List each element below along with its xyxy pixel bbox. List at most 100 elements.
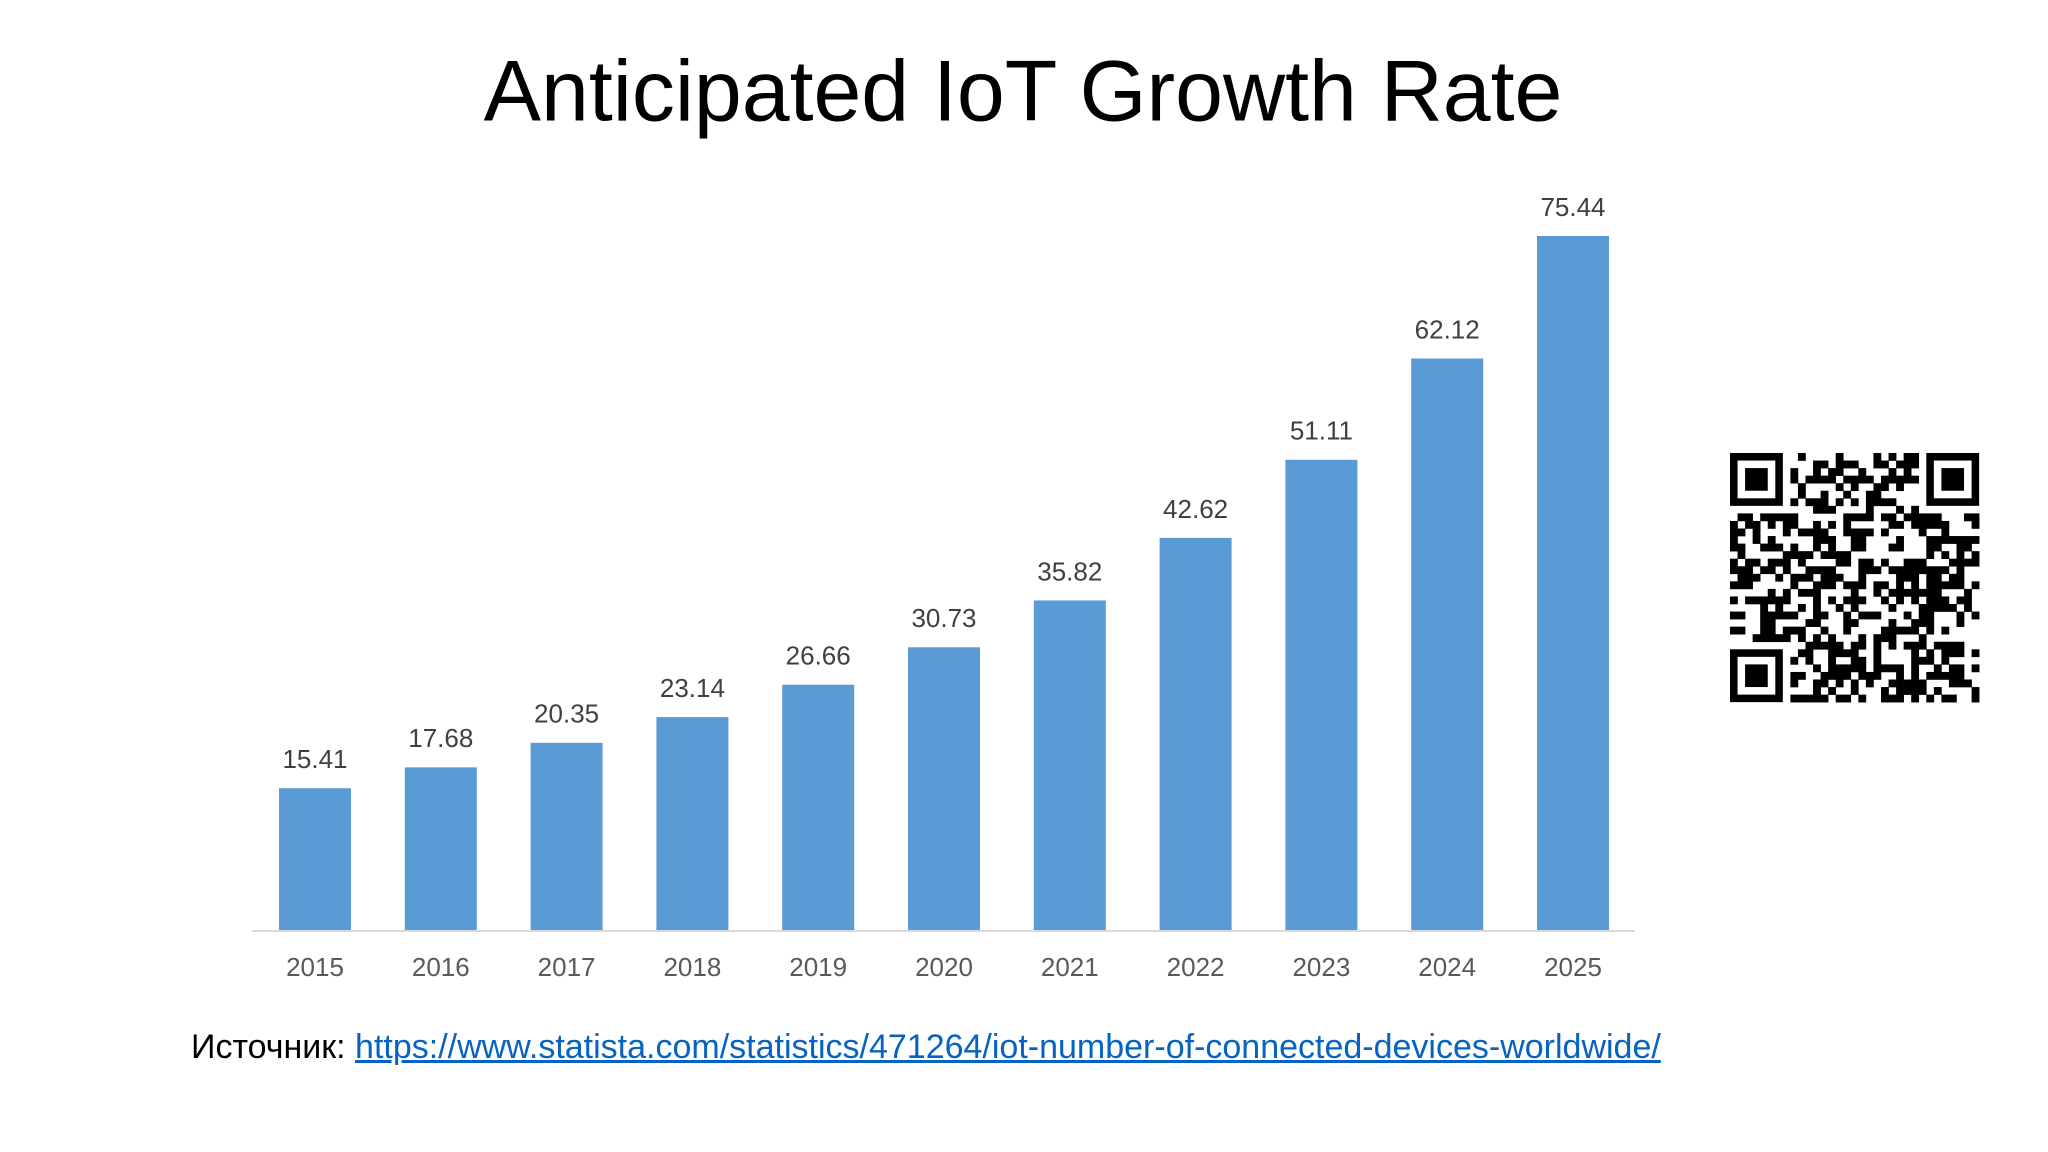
qr-module (1896, 543, 1904, 552)
qr-module (1858, 671, 1867, 680)
qr-module (1956, 551, 1965, 559)
qr-module (1813, 664, 1821, 673)
qr-module (1941, 551, 1950, 559)
qr-module (1730, 611, 1738, 620)
qr-module (1745, 566, 1753, 575)
qr-module (1858, 468, 1867, 476)
qr-module (1903, 475, 1912, 484)
qr-module (1903, 573, 1912, 582)
qr-module (1850, 641, 1859, 650)
qr-module (1760, 634, 1769, 643)
qr-module (1873, 641, 1882, 650)
qr-module (1926, 573, 1935, 582)
chart: Anticipated IoT Growth Rate 2015 15.41 201… (252, 44, 1980, 982)
qr-module (1903, 513, 1912, 522)
qr-module (1835, 483, 1844, 492)
qr-module (1782, 528, 1791, 537)
qr-module (1828, 641, 1836, 650)
qr-module (1888, 498, 1897, 507)
qr-module (1881, 694, 1889, 703)
qr-module (1926, 649, 1935, 658)
qr-module (1767, 626, 1776, 635)
data-label: 15.41 (282, 744, 347, 774)
qr-module (1971, 551, 1980, 559)
qr-module (1896, 694, 1904, 703)
qr-module (1790, 543, 1799, 552)
qr-module (1813, 694, 1821, 703)
qr-module (1745, 573, 1753, 582)
qr-module (1956, 581, 1965, 590)
qr-module (1956, 573, 1965, 582)
qr-module (1918, 641, 1927, 650)
qr-module (1941, 566, 1950, 575)
qr-module (1933, 581, 1942, 590)
qr-module (1813, 581, 1821, 590)
bar (404, 767, 477, 930)
qr-module (1903, 679, 1912, 688)
qr-module (1767, 619, 1776, 627)
qr-finder (1730, 452, 1783, 506)
qr-module (1790, 573, 1799, 582)
qr-module (1775, 573, 1784, 582)
qr-module (1843, 664, 1852, 673)
qr-module (1850, 656, 1859, 665)
qr-module (1971, 664, 1980, 673)
qr-module (1956, 543, 1965, 552)
qr-module (1903, 641, 1912, 650)
qr-module (1911, 679, 1920, 688)
qr-module (1858, 513, 1867, 522)
qr-module (1782, 634, 1791, 643)
x-tick-label: 2021 (1041, 952, 1099, 982)
qr-module (1933, 513, 1942, 522)
qr-module (1926, 520, 1935, 529)
qr-module (1948, 604, 1957, 612)
qr-module (1790, 475, 1799, 484)
qr-module (1956, 611, 1965, 620)
qr-module (1918, 687, 1927, 695)
qr-module (1828, 475, 1836, 484)
x-tick-label: 2018 (663, 952, 721, 982)
qr-module (1828, 596, 1836, 605)
qr-module (1941, 581, 1950, 590)
qr-module (1730, 626, 1738, 635)
qr-module (1865, 528, 1874, 537)
qr-module (1858, 611, 1867, 620)
data-label: 35.82 (1037, 556, 1102, 586)
qr-module (1926, 581, 1935, 590)
qr-module (1813, 604, 1821, 612)
qr-module (1797, 483, 1806, 492)
qr-module (1820, 566, 1829, 575)
qr-module (1782, 626, 1791, 635)
qr-module (1752, 573, 1761, 582)
qr-module (1835, 573, 1844, 582)
qr-module (1828, 634, 1836, 643)
qr-module (1881, 687, 1889, 695)
qr-module (1843, 520, 1852, 529)
qr-module (1805, 649, 1814, 658)
qr-module (1956, 558, 1965, 567)
qr-module (1888, 619, 1897, 627)
qr-module (1971, 536, 1980, 544)
qr-module (1835, 468, 1844, 476)
qr-module (1896, 475, 1904, 484)
qr-module (1873, 634, 1882, 643)
qr-module (1903, 626, 1912, 635)
qr-module (1790, 626, 1799, 635)
qr-module (1850, 543, 1859, 552)
qr-module (1941, 536, 1950, 544)
qr-module (1843, 558, 1852, 567)
qr-module (1964, 513, 1972, 522)
qr-module (1835, 498, 1844, 507)
qr-module (1730, 596, 1738, 605)
data-label: 20.35 (534, 699, 599, 729)
qr-module (1956, 566, 1965, 575)
qr-module (1911, 505, 1920, 514)
qr-module (1933, 536, 1942, 544)
qr-module (1933, 588, 1942, 597)
qr-module (1850, 649, 1859, 658)
qr-module (1918, 679, 1927, 688)
qr-module (1964, 596, 1972, 605)
qr-module (1782, 558, 1791, 567)
source-link[interactable]: https://www.statista.com/statistics/4712… (355, 1028, 1661, 1066)
qr-module (1918, 513, 1927, 522)
